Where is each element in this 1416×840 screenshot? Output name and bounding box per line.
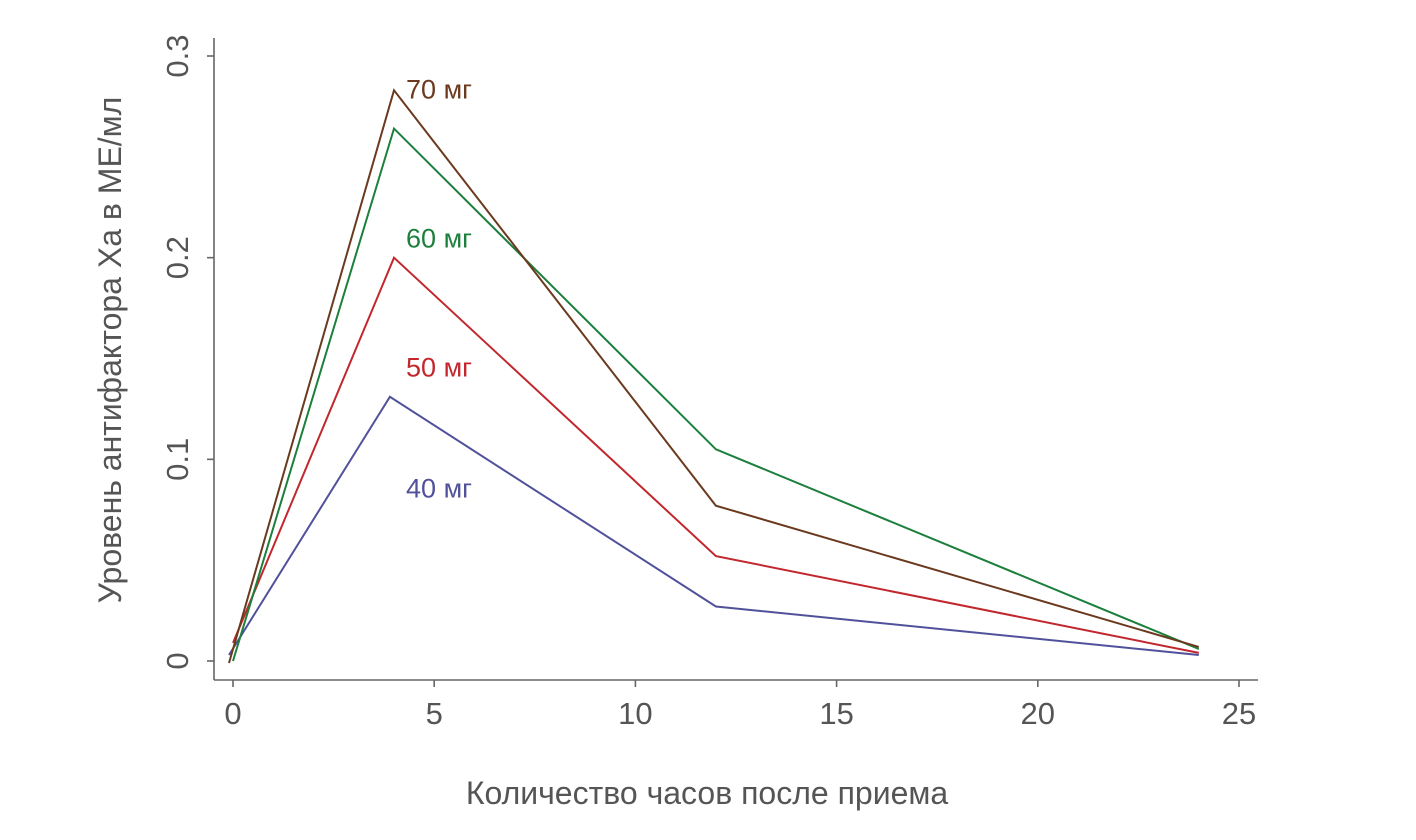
y-axis-title: Уровень антифактора Ха в МЕ/мл [92,97,128,604]
series-label: 50 мг [406,353,472,383]
series-labels: 40 мг 50 мг 60 мг 70 мг [406,74,472,503]
series-label: 70 мг [406,74,472,104]
x-axis-title: Количество часов после приема [466,775,949,811]
series-line-60-мг [232,126,1200,662]
x-tick-label: 20 [1021,696,1055,731]
x-ticks: 0 5 10 15 20 25 [224,680,1256,731]
series-label: 40 мг [406,474,472,504]
y-tick-label: 0.1 [160,438,195,481]
axes [213,38,1258,681]
x-tick-label: 0 [224,696,241,731]
x-tick-label: 15 [819,696,853,731]
y-tick-label: 0 [160,652,195,669]
y-tick-label: 0.2 [160,236,195,279]
series-line-40-мг [228,395,1199,656]
x-tick-label: 5 [426,696,443,731]
series-label: 60 мг [406,224,472,254]
x-tick-label: 25 [1222,696,1256,731]
y-ticks: 0 0.1 0.2 0.3 [160,34,214,670]
series-line-70-мг [228,88,1200,664]
x-tick-label: 10 [618,696,652,731]
series-lines [228,88,1200,664]
y-tick-label: 0.3 [160,34,195,77]
series-line-50-мг [232,255,1199,654]
